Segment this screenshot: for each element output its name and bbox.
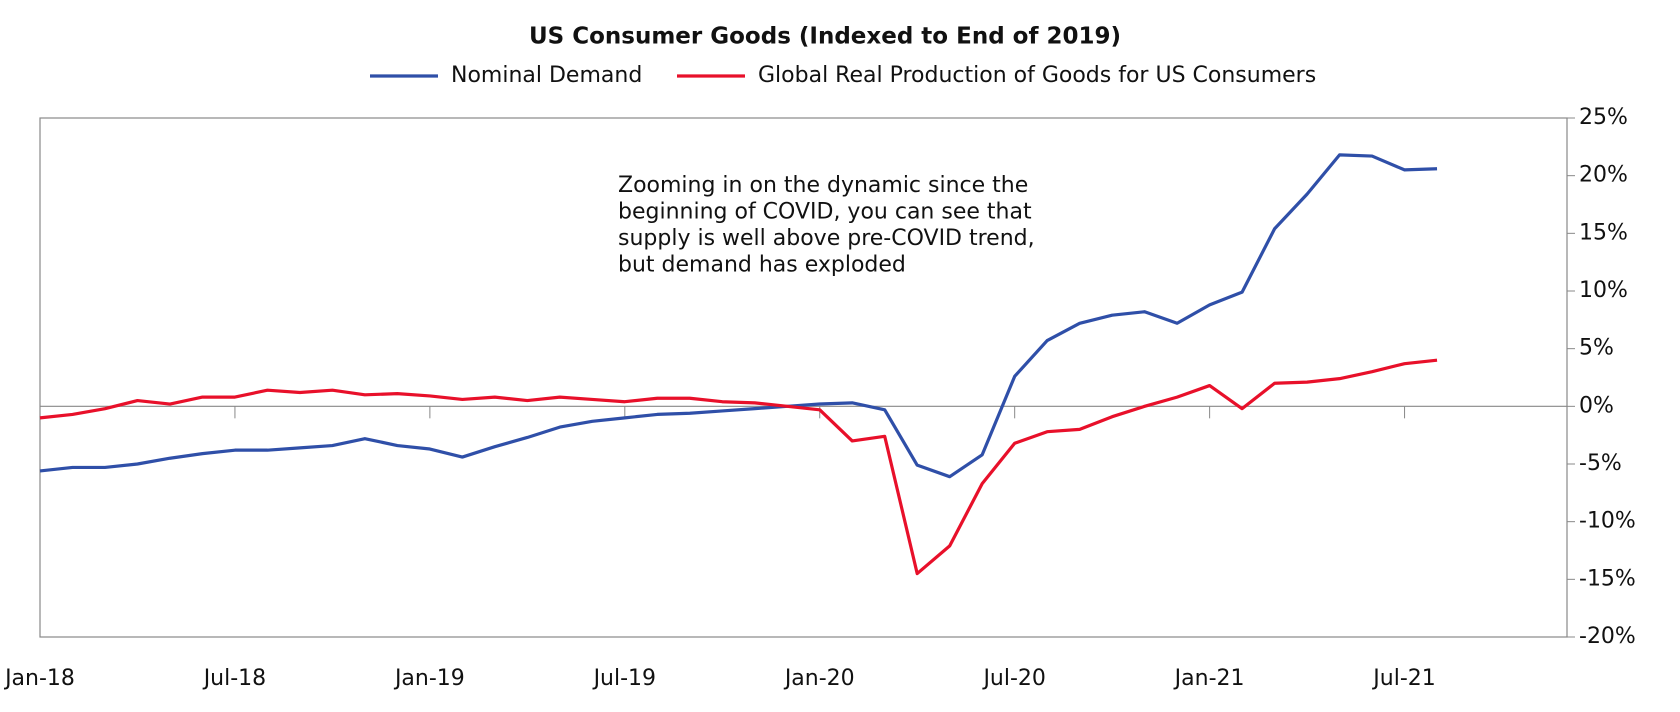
x-tick-label: Jan-18 — [3, 666, 75, 691]
annotation: supply is well above pre-COVID trend, — [618, 226, 1035, 251]
x-tick-label: Jul-18 — [202, 666, 266, 691]
x-tick-label: Jul-21 — [1371, 666, 1435, 691]
x-tick-label: Jul-20 — [981, 666, 1045, 691]
series-line — [39, 153, 1438, 479]
chart-title: US Consumer Goods (Indexed to End of 201… — [529, 24, 1121, 50]
legend-label: Nominal Demand — [451, 63, 642, 88]
x-tick-label: Jan-20 — [783, 666, 855, 691]
annotation: but demand has exploded — [618, 253, 906, 278]
plot-frame — [39, 117, 1568, 638]
y-tick-label: 10% — [1579, 278, 1628, 303]
x-tick-label: Jan-21 — [1173, 666, 1245, 691]
annotation: Zooming in on the dynamic since the — [618, 173, 1028, 198]
y-tick-label: 5% — [1579, 336, 1614, 361]
y-tick-label: -10% — [1579, 509, 1636, 534]
y-tick-label: -5% — [1579, 451, 1622, 476]
legend-label: Global Real Production of Goods for US C… — [758, 63, 1316, 88]
y-tick-label: -15% — [1579, 566, 1636, 591]
y-tick-label: 20% — [1579, 163, 1628, 188]
x-tick-label: Jul-19 — [592, 666, 656, 691]
y-tick-label: 25% — [1579, 105, 1628, 130]
y-tick-label: 0% — [1579, 393, 1614, 418]
annotation: beginning of COVID, you can see that — [618, 200, 1032, 225]
x-tick-label: Jan-19 — [393, 666, 465, 691]
series-line — [39, 358, 1438, 576]
y-tick-label: 15% — [1579, 220, 1628, 245]
y-tick-label: -20% — [1579, 624, 1636, 649]
